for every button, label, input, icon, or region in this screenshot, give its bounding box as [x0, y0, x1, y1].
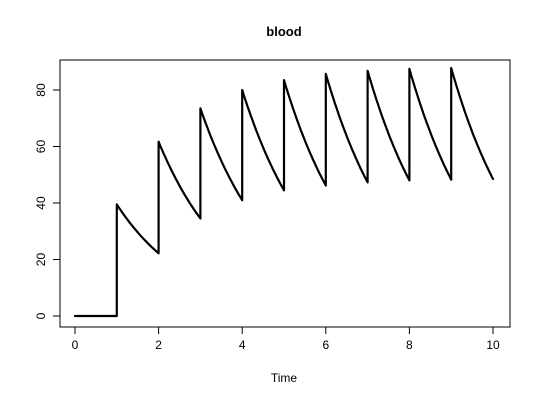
series-layer [73, 66, 495, 318]
y-tick-label: 20 [34, 253, 48, 267]
series-line-0 [73, 66, 495, 318]
y-tick-label: 0 [34, 312, 48, 319]
y-tick-label: 80 [34, 83, 48, 97]
x-tick-label: 6 [322, 338, 329, 352]
x-tick-label: 0 [72, 338, 79, 352]
x-axis-label: Time [271, 371, 298, 385]
y-tick-label: 40 [34, 196, 48, 210]
chart-title: blood [266, 24, 301, 39]
x-tick-label: 4 [239, 338, 246, 352]
x-axis: 0 2 4 6 8 10 [72, 326, 500, 352]
y-axis: 0 20 40 60 80 [34, 83, 61, 319]
x-tick-label: 10 [486, 338, 500, 352]
y-tick-label: 60 [34, 140, 48, 154]
x-tick-label: 2 [155, 338, 162, 352]
x-tick-label: 8 [406, 338, 413, 352]
